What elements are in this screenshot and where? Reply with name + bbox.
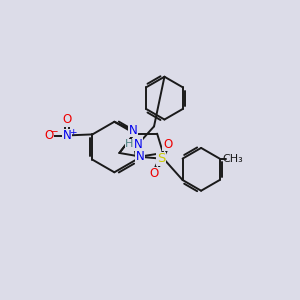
Text: N: N <box>134 138 143 151</box>
Text: O: O <box>44 129 53 142</box>
Text: +: + <box>69 128 76 137</box>
Text: O: O <box>150 167 159 180</box>
Text: −: − <box>50 127 58 137</box>
Text: CH₃: CH₃ <box>222 154 243 164</box>
Text: O: O <box>63 113 72 126</box>
Text: H: H <box>125 139 134 149</box>
Text: N: N <box>63 129 72 142</box>
Text: S: S <box>157 152 165 165</box>
Text: N: N <box>136 150 145 163</box>
Text: N: N <box>128 124 137 136</box>
Text: O: O <box>163 138 172 151</box>
